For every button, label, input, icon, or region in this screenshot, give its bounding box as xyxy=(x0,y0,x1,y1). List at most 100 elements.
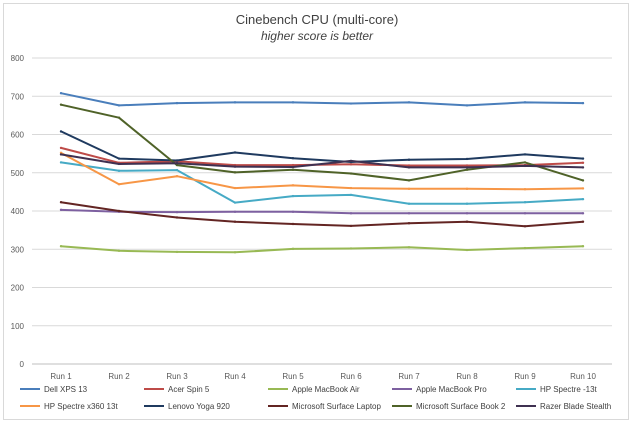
series-line xyxy=(60,92,584,107)
data-point xyxy=(407,202,411,205)
data-point xyxy=(175,163,179,167)
data-point xyxy=(581,101,585,105)
data-point xyxy=(233,210,237,213)
data-point xyxy=(465,187,469,191)
data-point xyxy=(59,208,63,212)
data-point xyxy=(523,161,527,164)
x-tick-label: Run 10 xyxy=(570,372,596,381)
data-point xyxy=(407,158,411,161)
legend-label: Microsoft Surface Laptop xyxy=(292,402,381,411)
data-point xyxy=(59,91,63,95)
data-point xyxy=(581,157,585,160)
data-point xyxy=(117,162,121,166)
data-point xyxy=(175,174,179,178)
x-tick-label: Run 7 xyxy=(398,372,420,381)
x-tick-label: Run 6 xyxy=(340,372,362,381)
series-group xyxy=(59,208,585,215)
data-point xyxy=(233,165,237,168)
series-line xyxy=(60,151,584,191)
data-point xyxy=(175,159,179,162)
series-group xyxy=(59,161,585,205)
y-tick-label: 800 xyxy=(11,54,25,63)
series-line xyxy=(60,103,584,182)
data-point xyxy=(59,201,63,204)
legend-item: Microsoft Surface Book 2 xyxy=(392,402,506,411)
legend-label: Microsoft Surface Book 2 xyxy=(416,402,506,411)
data-point xyxy=(523,153,527,156)
legend-item: Dell XPS 13 xyxy=(20,385,88,394)
data-point xyxy=(175,250,179,254)
data-point xyxy=(59,130,63,133)
series-line xyxy=(60,130,584,163)
legend-item: HP Spectre -13t xyxy=(516,385,598,394)
data-point xyxy=(233,151,237,154)
series-group xyxy=(59,201,585,228)
data-point xyxy=(117,104,121,107)
data-point xyxy=(465,164,469,167)
legend-item: Apple MacBook Pro xyxy=(392,385,487,394)
data-point xyxy=(349,247,353,250)
data-point xyxy=(523,164,527,168)
data-point xyxy=(175,210,179,214)
legend-item: Microsoft Surface Laptop xyxy=(268,402,381,411)
data-point xyxy=(59,103,63,106)
series-line xyxy=(60,201,584,228)
data-point xyxy=(291,210,295,213)
data-point xyxy=(349,102,353,105)
x-tick-label: Run 1 xyxy=(50,372,72,381)
data-point xyxy=(117,183,121,186)
data-point xyxy=(523,201,527,204)
x-tick-label: Run 5 xyxy=(282,372,304,381)
data-point xyxy=(349,224,353,228)
x-tick-label: Run 3 xyxy=(166,372,188,381)
series-group xyxy=(59,153,585,169)
data-point xyxy=(581,212,585,215)
legend-label: HP Spectre -13t xyxy=(540,385,598,394)
legend-label: Razer Blade Stealth xyxy=(540,402,611,411)
data-point xyxy=(291,168,295,171)
data-point xyxy=(291,163,295,167)
x-tick-label: Run 4 xyxy=(224,372,246,381)
data-point xyxy=(291,184,295,187)
data-point xyxy=(349,159,353,163)
legend-label: Dell XPS 13 xyxy=(44,385,88,394)
series-line xyxy=(60,208,584,215)
data-point xyxy=(175,161,179,165)
data-point xyxy=(117,209,121,213)
series-lines xyxy=(59,91,585,254)
y-tick-label: 600 xyxy=(11,131,25,140)
data-point xyxy=(465,202,469,205)
data-point xyxy=(349,193,353,197)
data-point xyxy=(465,212,469,215)
series-group xyxy=(59,130,585,164)
legend-item: Razer Blade Stealth xyxy=(516,402,611,411)
y-tick-label: 100 xyxy=(11,322,25,331)
y-tick-label: 0 xyxy=(20,360,25,369)
data-point xyxy=(465,166,469,169)
data-point xyxy=(59,146,63,150)
x-tick-label: Run 8 xyxy=(456,372,478,381)
data-point xyxy=(465,104,469,107)
y-tick-label: 700 xyxy=(11,92,25,101)
y-tick-label: 500 xyxy=(11,169,25,178)
data-point xyxy=(175,216,179,219)
y-tick-label: 400 xyxy=(11,207,25,216)
data-point xyxy=(465,220,469,223)
data-point xyxy=(59,244,63,248)
data-point xyxy=(407,101,411,104)
legend-label: Acer Spin 5 xyxy=(168,385,210,394)
legend-label: HP Spectre x360 13t xyxy=(44,402,118,411)
legend-item: Lenovo Yoga 920 xyxy=(144,402,230,411)
data-point xyxy=(175,168,179,172)
data-point xyxy=(581,220,585,223)
data-point xyxy=(233,101,237,104)
data-point xyxy=(349,212,353,215)
data-point xyxy=(349,186,353,190)
data-point xyxy=(233,171,237,174)
data-point xyxy=(523,187,527,191)
legend-label: Lenovo Yoga 920 xyxy=(168,402,230,411)
data-point xyxy=(175,101,179,105)
legend-item: Apple MacBook Air xyxy=(268,385,360,394)
data-point xyxy=(233,186,237,190)
